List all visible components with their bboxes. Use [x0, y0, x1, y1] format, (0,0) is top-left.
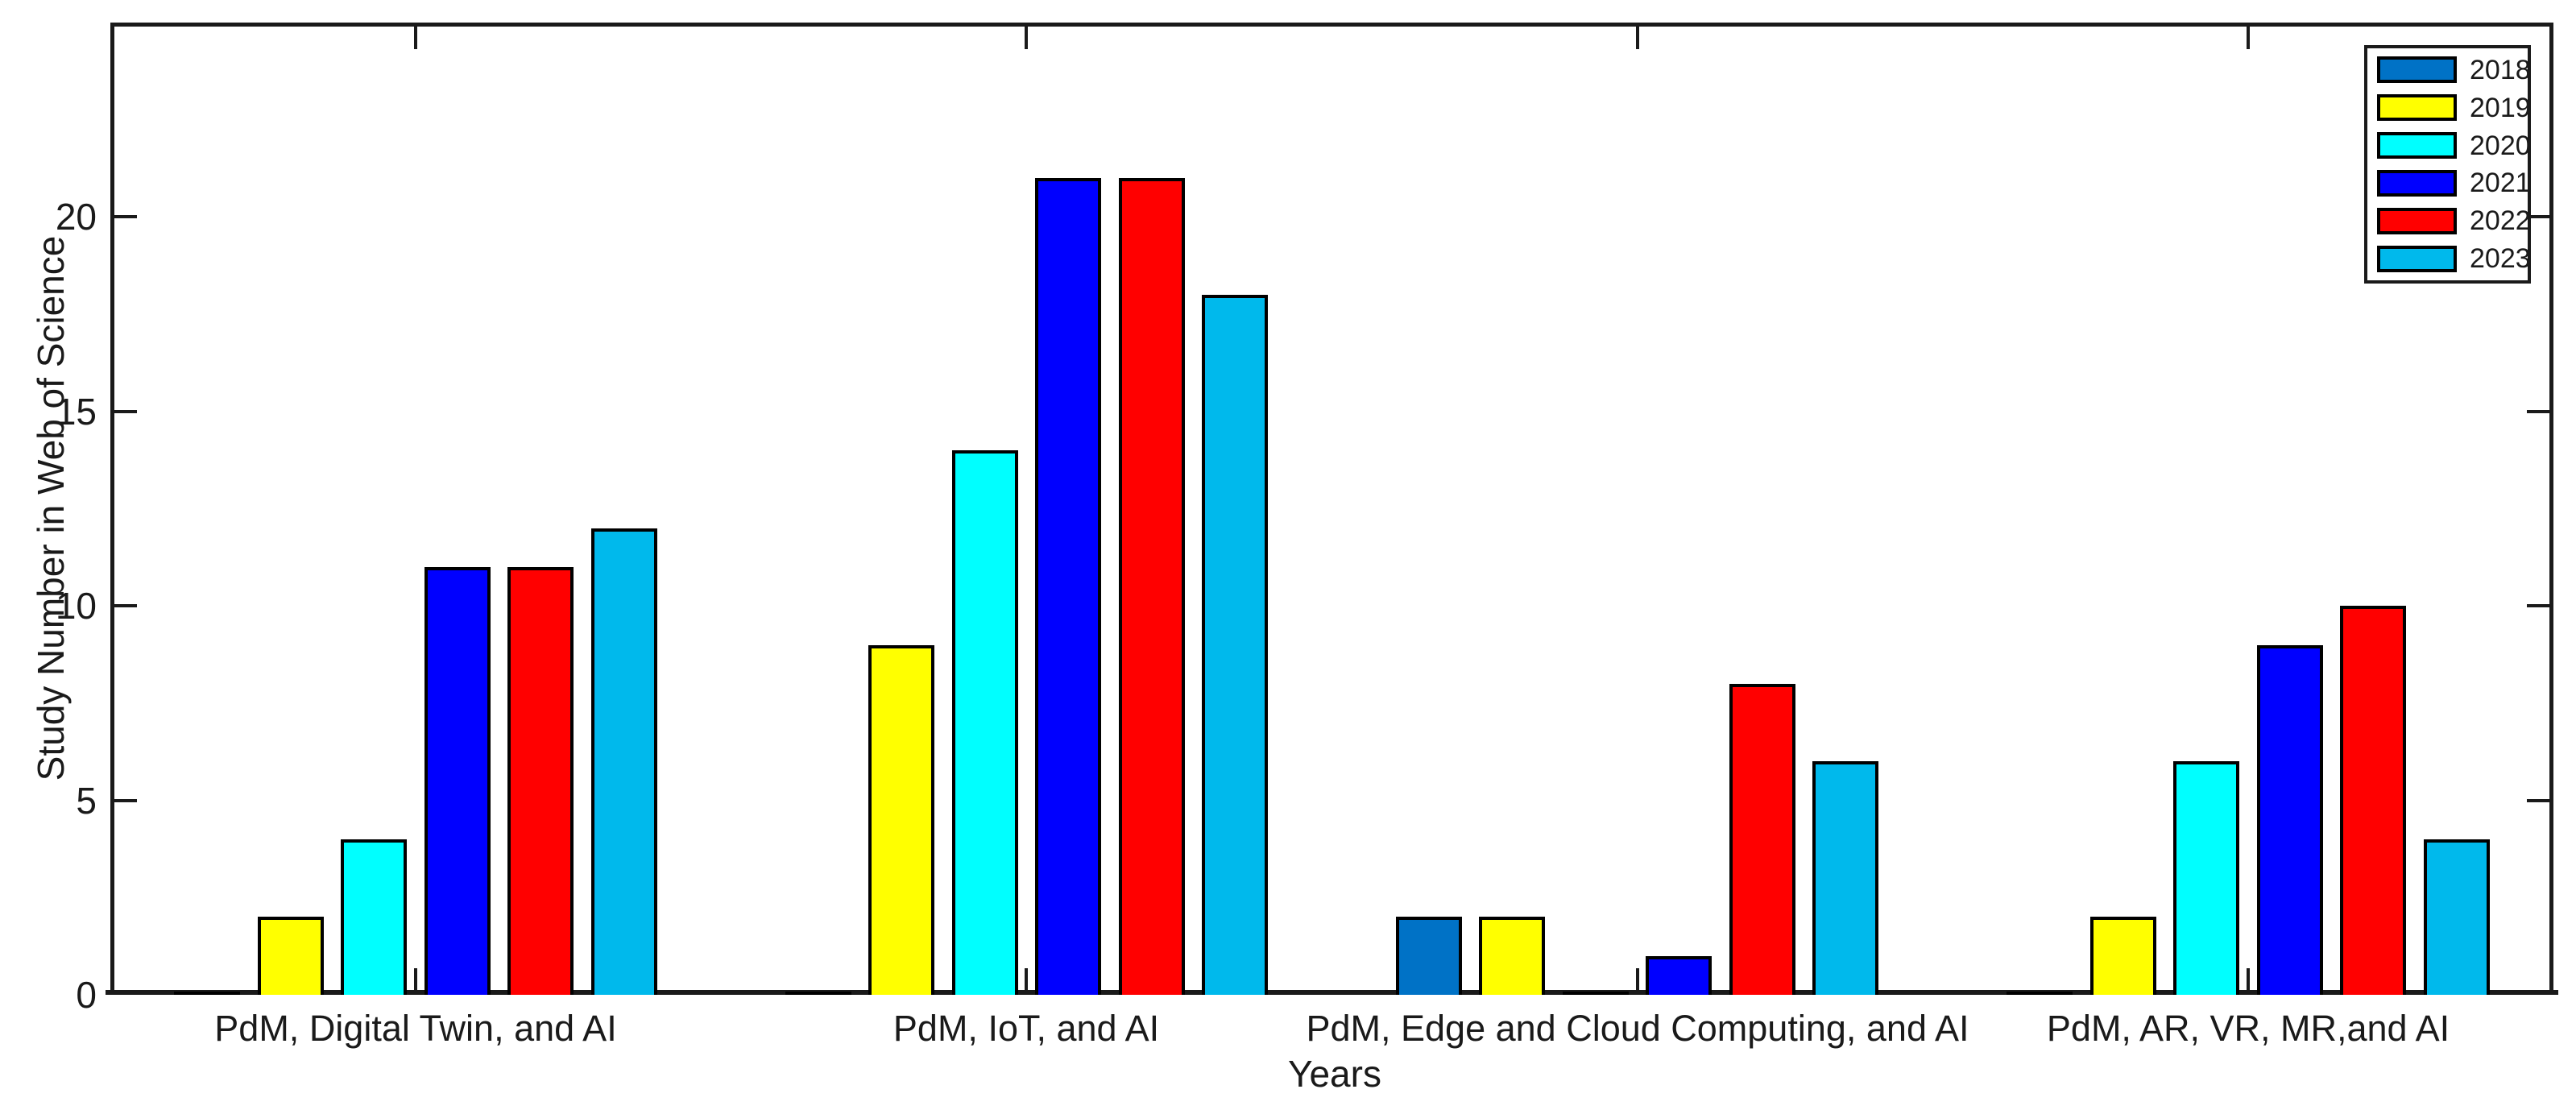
bar-2021-group1: [424, 566, 491, 995]
bar-2022-group2: [1118, 178, 1185, 995]
legend-item: 2022: [2367, 203, 2531, 238]
bar-2018-group3: [1395, 917, 1462, 995]
bar-2018-group4: [2007, 992, 2073, 995]
legend-item: 2018: [2367, 52, 2531, 88]
bar-2022-group1: [507, 566, 574, 995]
y-tick-label: 5: [76, 780, 97, 822]
x-tick-bottom: [414, 968, 418, 995]
legend-item: 2021: [2367, 165, 2531, 201]
legend-item: 2023: [2367, 241, 2531, 276]
x-tick-bottom: [1025, 968, 1029, 995]
bar-2021-group3: [1646, 955, 1713, 995]
bar-2020-group4: [2173, 761, 2240, 995]
x-tick-bottom: [1635, 968, 1639, 995]
y-tick-right: [2527, 798, 2553, 802]
legend-swatch-2020: [2377, 132, 2457, 159]
bar-2023-group2: [1202, 295, 1269, 995]
y-tick-left: [110, 604, 137, 608]
x-tick-top: [414, 23, 418, 49]
y-tick-left: [110, 409, 137, 413]
legend-swatch-2022: [2377, 207, 2457, 234]
bar-2020-group3: [1562, 992, 1629, 995]
bar-2022-group4: [2340, 606, 2407, 995]
bar-2023-group3: [1812, 761, 1879, 995]
legend-swatch-2023: [2377, 245, 2457, 272]
legend-swatch-2018: [2377, 56, 2457, 84]
bar-2018-group1: [174, 992, 241, 995]
y-tick-right: [2527, 604, 2553, 608]
x-tick-top: [1025, 23, 1029, 49]
y-tick-right: [2527, 409, 2553, 413]
category-label: PdM, Edge and Cloud Computing, and AI: [1306, 1008, 1969, 1049]
legend-item: 2019: [2367, 90, 2531, 126]
x-tick-top: [1635, 23, 1639, 49]
y-tick-right: [2527, 215, 2553, 219]
legend-label: 2018: [2470, 54, 2531, 85]
legend-label: 2023: [2470, 243, 2531, 275]
legend-label: 2022: [2470, 205, 2531, 237]
axis-top-border: [110, 23, 2553, 27]
y-tick-left: [110, 215, 137, 219]
legend-item: 2020: [2367, 128, 2531, 164]
bar-2023-group4: [2423, 839, 2490, 995]
bar-2020-group2: [951, 450, 1018, 995]
x-tick-top: [2246, 23, 2250, 49]
y-axis-line: [110, 23, 114, 995]
y-tick-label: 10: [55, 585, 97, 627]
y-tick-label: 0: [76, 974, 97, 1016]
x-axis-title: Years: [1288, 1053, 1381, 1095]
bar-2018-group2: [785, 992, 851, 995]
legend: 2018 2019 2020 2021 2022 2023: [2364, 45, 2531, 284]
bar-2022-group3: [1729, 683, 1795, 995]
legend-label: 2019: [2470, 92, 2531, 123]
category-label: PdM, Digital Twin, and AI: [214, 1008, 617, 1049]
y-tick-label: 15: [55, 391, 97, 433]
category-label: PdM, AR, VR, MR,and AI: [2046, 1008, 2450, 1049]
y-axis-title: Study Number in Web of Science: [30, 235, 72, 781]
y-tick-label: 20: [55, 196, 97, 238]
bar-2021-group2: [1035, 178, 1102, 995]
bar-2019-group1: [257, 917, 324, 995]
legend-swatch-2019: [2377, 94, 2457, 122]
axis-right-border: [2549, 23, 2553, 995]
bar-2019-group4: [2089, 917, 2156, 995]
plot-area: [106, 23, 2558, 995]
legend-label: 2021: [2470, 168, 2531, 199]
bar-2021-group4: [2256, 644, 2323, 995]
bar-2020-group1: [341, 839, 408, 995]
bar-2019-group2: [868, 644, 935, 995]
legend-swatch-2021: [2377, 169, 2457, 197]
legend-label: 2020: [2470, 130, 2531, 161]
bar-2023-group1: [590, 528, 657, 995]
bar-2019-group3: [1479, 917, 1546, 995]
x-axis-line: [106, 990, 2558, 995]
x-tick-bottom: [2246, 968, 2250, 995]
y-tick-left: [110, 798, 137, 802]
category-label: PdM, IoT, and AI: [892, 1008, 1160, 1049]
